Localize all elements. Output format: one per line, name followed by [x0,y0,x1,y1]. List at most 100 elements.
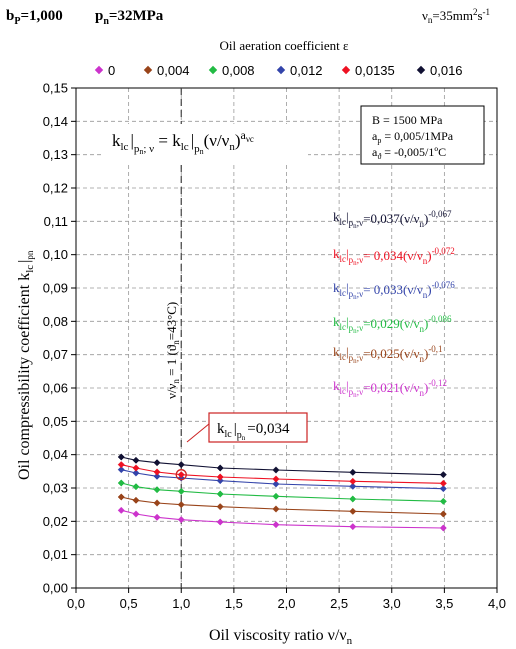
x-tick-label: 2,5 [330,596,348,611]
data-point [272,492,280,500]
series-4 [117,461,447,487]
data-point [272,505,280,513]
data-point [177,461,185,469]
data-point [439,524,447,532]
data-point [117,479,125,487]
data-point [153,499,161,507]
data-point [349,507,357,515]
y-tick-label: 0,10 [43,247,68,262]
data-point [272,521,280,529]
y-tick-label: 0,11 [44,214,68,229]
legend-label: 0,016 [430,63,463,78]
y-tick-label: 0,14 [43,114,68,129]
data-point [439,510,447,518]
data-point [153,513,161,521]
data-point [216,490,224,498]
data-point [272,480,280,488]
x-axis-title: Oil viscosity ratio ν/νn [209,627,353,647]
data-point [216,503,224,511]
data-point [349,495,357,503]
header-p: pn=32MPa [95,8,164,27]
y-axis-title: Oil compressibility coefficient klc|pn [16,250,36,480]
y-tick-label: 0,00 [43,581,68,596]
legend-label: 0,012 [290,63,323,78]
formula-5: klc|pn;ν=0,037(ν/νn)-0,067 [333,209,452,230]
data-point [216,473,224,481]
data-point [439,471,447,479]
axes: 0,0 0,5 1,0 1,5 2,0 2,5 3,0 3,5 4,0 0,00 0,01 0,02 0… [43,81,506,612]
series-line [121,464,444,484]
data-point [153,472,161,480]
legend-label: 0,008 [222,63,255,78]
legend-label: 0,004 [157,63,190,78]
data-point [117,453,125,461]
properties-box: B = 1500 MPa ap = 0,005/1MPa aϑ = -0,005… [360,105,485,165]
data-point [177,471,185,479]
data-point [349,523,357,531]
data-point [177,501,185,509]
data-point [177,516,185,524]
y-tick-label: 0,09 [43,281,68,296]
properties-box-border [360,105,485,165]
data-point [272,475,280,483]
x-tick-label: 3,0 [383,596,401,611]
formula-4: klc|pn;ν= 0,034(ν/νn)-0,072 [333,246,455,267]
x-tick-label: 1,0 [172,596,190,611]
data-point [349,468,357,476]
x-tick-label: 4,0 [488,596,506,611]
data-point [349,477,357,485]
series-1 [117,493,447,518]
series-line [121,456,444,476]
header-b: bP=1,000 [6,8,63,27]
properties-line-1: B = 1500 MPa [372,113,443,127]
fitted-formulas: klc|pn;ν=0,037(ν/νn)-0,067 klc|pn;ν= 0,03… [333,209,455,399]
data-point [117,493,125,501]
data-point [439,479,447,487]
data-point [177,487,185,495]
data-point [132,456,140,464]
formula-2: klc|pn;ν=0,029(ν/νn)-0,086 [333,314,452,335]
y-tick-label: 0,12 [43,181,68,196]
data-point [272,466,280,474]
data-point [132,496,140,504]
data-point [349,482,357,490]
legend-label: 0 [108,63,115,78]
x-tick-label: 1,5 [225,596,243,611]
legend: 0 0,004 0,008 0,012 0,0135 0,016 [94,63,463,78]
y-tick-label: 0,13 [43,147,68,162]
series-2 [117,479,447,505]
legend-marker [416,65,426,75]
formula-1: klc|pn;ν=0,025(ν/νn)-0,1 [333,344,443,365]
y-tick-label: 0,07 [43,347,68,362]
series-group [117,453,447,532]
data-point [216,518,224,526]
y-tick-label: 0,03 [43,481,68,496]
properties-line-2: ap = 0,005/1MPa [372,129,454,145]
data-point [153,459,161,467]
data-point [117,461,125,469]
callout-box [208,412,308,443]
reference-line-label: ν/νn = 1 (ϑn=43°C) [164,302,181,399]
callout: klc |pn=0,034 [175,412,308,481]
callout-marker-ring [175,469,187,481]
data-point [439,497,447,505]
y-tick-label: 0,02 [43,514,68,529]
general-formula: klc |pn; ν = klc |pn(ν/νn)aνc [103,124,308,162]
data-point [153,486,161,494]
data-point [132,464,140,472]
data-point [153,468,161,476]
header-nu: νn=35mm2s-1 [422,7,490,25]
series-line [121,509,444,529]
y-tick-label: 0,01 [43,547,68,562]
data-point [439,485,447,493]
formula-0: klc|pn;ν=0,021(ν/νn)-0,12 [333,378,447,399]
y-tick-label: 0,08 [43,314,68,329]
data-point [117,506,125,514]
x-tick-label: 0,5 [120,596,138,611]
formula-3: klc|pn;ν= 0,033(ν/νn)-0,076 [333,280,455,301]
series-0 [117,506,447,532]
series-line [121,469,444,490]
y-tick-label: 0,05 [43,414,68,429]
x-tick-label: 0,0 [67,596,85,611]
